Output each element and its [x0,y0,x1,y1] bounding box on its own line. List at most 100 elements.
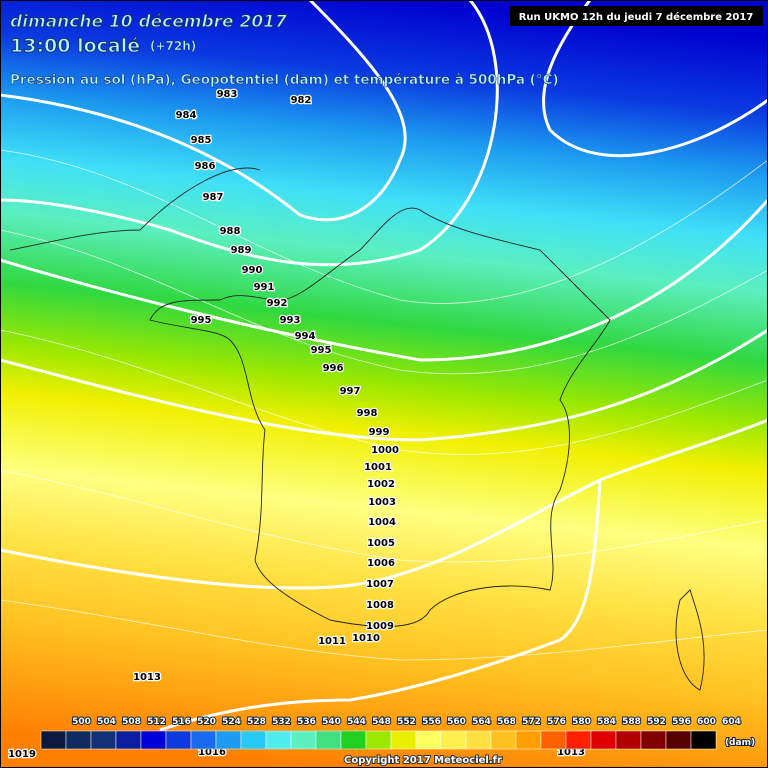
isobar-label: 986 [195,161,216,172]
isobar-label: 1001 [364,462,392,473]
legend-label: 596 [672,717,691,727]
legend-label: 580 [572,717,591,727]
isobar-label: 1004 [368,517,396,528]
legend-label: 500 [72,717,91,727]
isobar-label: 996 [323,363,344,374]
legend-unit: (dam) [725,738,755,748]
borders [9,167,705,691]
legend-swatch [615,730,642,750]
legend-swatch [465,730,492,750]
legend-swatch [165,730,192,750]
isobar-label: 995 [191,315,212,326]
legend-swatch [540,730,567,750]
legend-swatch [565,730,592,750]
legend-label: 604 [722,717,741,727]
legend-label: 568 [497,717,516,727]
legend-swatch [440,730,467,750]
isobar-label: 1011 [318,636,346,647]
legend-label: 572 [522,717,541,727]
date: dimanche 10 décembre 2017 [10,12,287,32]
legend-label: 584 [597,717,616,727]
legend-swatch [515,730,542,750]
isobar-label: 1006 [367,558,395,569]
legend-swatch [415,730,442,750]
legend-label: 516 [172,717,191,727]
legend-label: 560 [447,717,466,727]
legend-label: 540 [322,717,341,727]
legend-label: 588 [622,717,641,727]
isobar-label: 987 [203,192,224,203]
isobar-label: 1002 [367,479,395,490]
legend-swatch [40,730,67,750]
isobar-label: 995 [311,345,332,356]
isobar-label: 991 [254,282,275,293]
subtitle: Pression au sol (hPa), Geopotentiel (dam… [10,72,559,88]
legend-label: 564 [472,717,491,727]
legend-swatch [690,730,717,750]
run-box [510,6,763,26]
legend-swatch [265,730,292,750]
legend-swatch [315,730,342,750]
legend-label: 548 [372,717,391,727]
legend-swatch [115,730,142,750]
legend-label: 532 [272,717,291,727]
isobar-label: 990 [242,265,263,276]
time: 13:00 localé [10,35,140,57]
isobar-label: 982 [291,95,312,106]
isobar-label: 1008 [366,600,394,611]
thin-isobars [0,149,768,661]
geopotential-contours [0,0,768,730]
isobar-label: 1010 [352,633,380,644]
legend-swatch [290,730,317,750]
isobar-label: 1003 [368,497,396,508]
isobar-label: 999 [369,427,390,438]
isobar-label: 998 [357,408,378,419]
legend-label: 600 [697,717,716,727]
legend-swatch [65,730,92,750]
legend-label: 592 [647,717,666,727]
isobar-label: 989 [231,245,252,256]
legend-swatch [340,730,367,750]
legend: 500 504 508 512 516 520 524 528 532 536 540 544 548 5… [40,716,742,750]
legend-label: 520 [197,717,216,727]
isobar-label: 985 [191,135,212,146]
legend-swatch [215,730,242,750]
legend-swatch [190,730,217,750]
isobar-label: 1005 [367,538,395,549]
isobar-label: 988 [220,226,241,237]
legend-label: 576 [547,717,566,727]
isobar-label: 1019 [8,749,36,760]
isobar-label: 992 [267,298,288,309]
copyright: Copyright 2017 Meteociel.fr [344,755,502,766]
isobar-label: 994 [295,331,316,342]
isobar-labels: 983 982 984 985 986 987 988 989 990 991 992 995 993 9… [7,88,586,762]
legend-swatch [240,730,267,750]
legend-label: 504 [97,717,116,727]
legend-swatch [390,730,417,750]
legend-label: 544 [347,717,366,727]
isobar-label: 997 [340,386,361,397]
legend-label: 556 [422,717,441,727]
legend-label: 508 [122,717,141,727]
legend-label: 512 [147,717,166,727]
isobar-label: 1009 [366,621,394,632]
legend-swatch [665,730,692,750]
legend-swatch [365,730,392,750]
isobar-label: 984 [176,110,197,121]
legend-swatch [590,730,617,750]
legend-swatch [90,730,117,750]
legend-swatch [140,730,167,750]
isobar-label: 1013 [133,672,161,683]
isobar-label: 983 [217,89,238,100]
isobar-label: 1007 [366,579,394,590]
isobar-label: 993 [280,315,301,326]
run-info: Run UKMO 12h du jeudi 7 décembre 2017 [519,11,754,23]
legend-label: 536 [297,717,316,727]
lead-time: (+72h) [150,39,196,53]
isobar-label: 1000 [371,445,399,456]
legend-label: 524 [222,717,241,727]
legend-label: 552 [397,717,416,727]
legend-swatch [490,730,517,750]
